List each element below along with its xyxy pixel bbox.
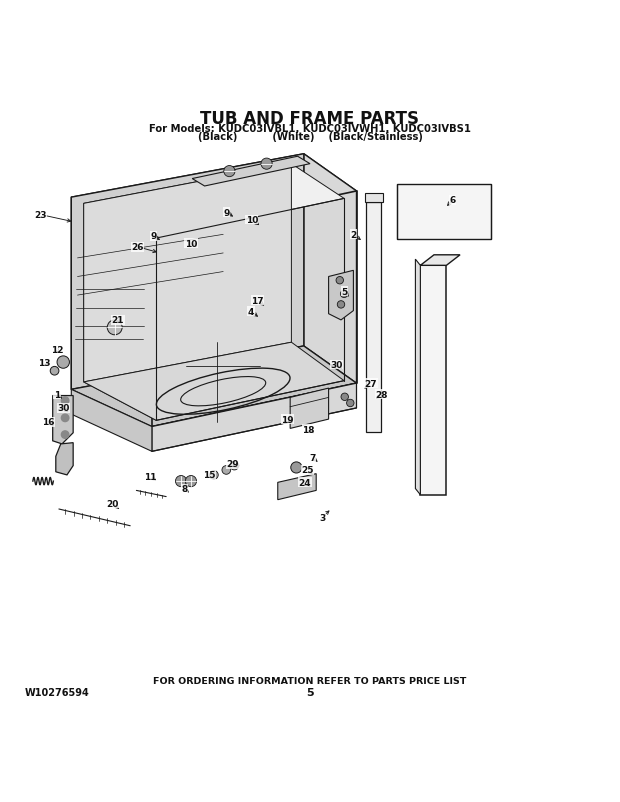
Polygon shape xyxy=(397,184,491,240)
Circle shape xyxy=(57,356,69,369)
Circle shape xyxy=(291,462,302,473)
Circle shape xyxy=(340,291,348,298)
Circle shape xyxy=(175,476,187,487)
Text: 12: 12 xyxy=(51,346,63,354)
Text: 30: 30 xyxy=(330,361,343,370)
Text: 8: 8 xyxy=(182,484,188,493)
Text: 5: 5 xyxy=(306,687,314,697)
Text: 29: 29 xyxy=(226,460,239,468)
Polygon shape xyxy=(278,474,316,500)
Circle shape xyxy=(61,397,69,405)
Text: 11: 11 xyxy=(144,472,156,481)
Text: 20: 20 xyxy=(107,500,119,508)
Text: 21: 21 xyxy=(112,316,124,325)
Polygon shape xyxy=(71,155,356,235)
Text: 27: 27 xyxy=(365,379,377,388)
Text: 6: 6 xyxy=(450,196,456,205)
Polygon shape xyxy=(192,157,310,187)
Text: 10: 10 xyxy=(246,216,258,225)
Polygon shape xyxy=(366,203,381,432)
Circle shape xyxy=(261,159,272,170)
Text: 30: 30 xyxy=(57,404,69,413)
Polygon shape xyxy=(71,198,152,427)
Polygon shape xyxy=(420,256,460,266)
Text: 15: 15 xyxy=(203,471,216,480)
Polygon shape xyxy=(84,164,344,239)
Text: 3: 3 xyxy=(319,513,326,522)
Text: 4: 4 xyxy=(248,307,254,316)
Text: FOR ORDERING INFORMATION REFER TO PARTS PRICE LIST: FOR ORDERING INFORMATION REFER TO PARTS … xyxy=(153,676,467,686)
Text: 13: 13 xyxy=(38,358,51,367)
Text: eReplacementParts.com: eReplacementParts.com xyxy=(167,346,304,356)
Polygon shape xyxy=(365,193,383,203)
Circle shape xyxy=(224,166,235,177)
Text: For Models: KUDC03IVBL1, KUDC03IVWH1, KUDC03IVBS1: For Models: KUDC03IVBL1, KUDC03IVWH1, KU… xyxy=(149,124,471,134)
Circle shape xyxy=(347,399,354,407)
Polygon shape xyxy=(415,260,420,495)
Text: 16: 16 xyxy=(42,418,55,427)
Text: 17: 17 xyxy=(251,296,264,306)
Text: 9: 9 xyxy=(151,232,157,241)
Text: 9: 9 xyxy=(223,209,229,217)
Text: 19: 19 xyxy=(281,415,294,424)
Polygon shape xyxy=(53,396,73,444)
Text: W10276594: W10276594 xyxy=(25,687,89,697)
Circle shape xyxy=(222,466,231,475)
Circle shape xyxy=(341,394,348,401)
Text: 25: 25 xyxy=(301,466,314,475)
Polygon shape xyxy=(290,389,329,429)
Polygon shape xyxy=(152,383,356,452)
Polygon shape xyxy=(71,346,356,427)
Text: 7: 7 xyxy=(309,453,316,463)
Text: 10: 10 xyxy=(185,239,197,248)
Polygon shape xyxy=(420,266,446,495)
Circle shape xyxy=(185,476,197,487)
Text: 2: 2 xyxy=(350,230,356,240)
Text: 24: 24 xyxy=(299,478,311,488)
Text: TUB AND FRAME PARTS: TUB AND FRAME PARTS xyxy=(200,110,420,128)
Polygon shape xyxy=(84,164,291,383)
Circle shape xyxy=(336,277,343,285)
Polygon shape xyxy=(56,444,73,476)
Circle shape xyxy=(61,431,69,439)
Polygon shape xyxy=(84,342,344,421)
Polygon shape xyxy=(84,204,156,421)
Polygon shape xyxy=(71,390,152,452)
Text: 18: 18 xyxy=(303,425,315,434)
Text: 28: 28 xyxy=(376,391,388,399)
Text: (Black)          (White)    (Black/Stainless): (Black) (White) (Black/Stainless) xyxy=(198,132,422,142)
Circle shape xyxy=(230,462,239,470)
Polygon shape xyxy=(71,155,304,390)
Text: 23: 23 xyxy=(34,211,46,220)
Polygon shape xyxy=(304,155,356,383)
Text: 5: 5 xyxy=(341,288,347,297)
Circle shape xyxy=(50,367,59,375)
Circle shape xyxy=(107,321,122,335)
Circle shape xyxy=(210,471,218,480)
Circle shape xyxy=(337,302,345,309)
Polygon shape xyxy=(329,271,353,321)
Text: 1: 1 xyxy=(54,391,60,399)
Text: 26: 26 xyxy=(131,243,144,252)
Circle shape xyxy=(61,415,69,422)
